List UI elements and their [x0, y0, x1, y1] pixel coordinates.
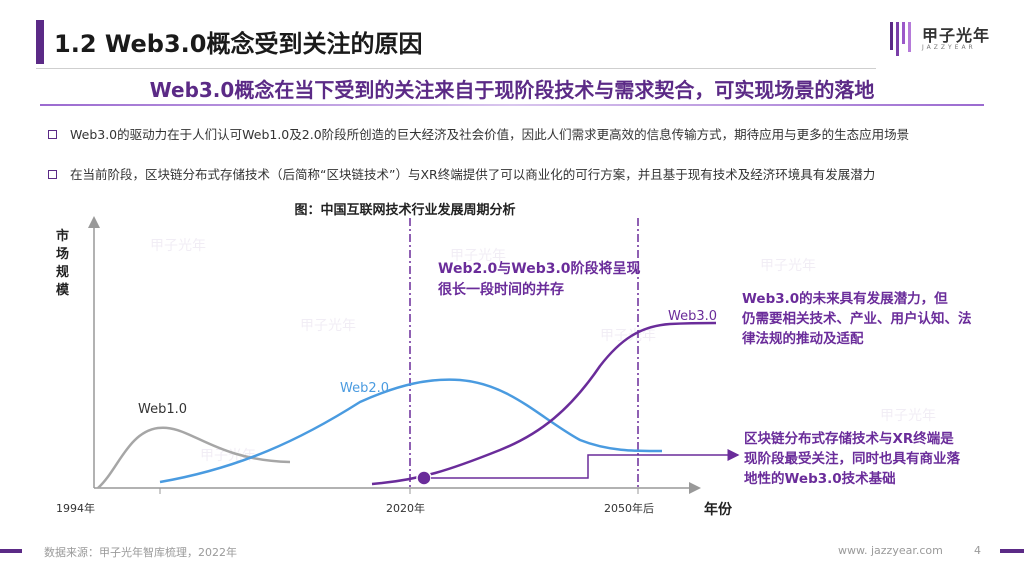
svg-text:甲子光年: 甲子光年: [880, 408, 936, 424]
series-line-web1: [97, 426, 291, 489]
y-axis-label: 市场规模: [56, 228, 70, 298]
annotation-future-potential: Web3.0的未来具有发展潜力，但仍需要相关技术、产业、用户认知、法律法规的推动…: [741, 290, 972, 347]
svg-text:甲子光年: 甲子光年: [150, 238, 206, 254]
subtitle-underline: [40, 104, 984, 106]
x-tick-label: 1994年: [56, 501, 95, 515]
svg-text:甲子光年: 甲子光年: [760, 258, 816, 274]
page-title: 1.2 Web3.0概念受到关注的原因: [54, 30, 423, 58]
brand-logo: 甲子光年 JAZZYEAR: [890, 18, 1000, 58]
svg-text:甲子光年: 甲子光年: [300, 318, 356, 334]
svg-text:甲子光年: 甲子光年: [450, 248, 506, 264]
annotation-coexistence: Web2.0与Web3.0阶段将呈现很长一段时间的并存: [438, 260, 641, 298]
watermark-group: 甲子光年 甲子光年 甲子光年 甲子光年 甲子光年 甲子光年 甲子光年: [150, 238, 936, 464]
bullet-text: 在当前阶段，区块链分布式存储技术（后简称“区块链技术”）与XR终端提供了可以商业…: [70, 167, 876, 182]
page-number: 4: [974, 544, 981, 557]
title-divider: [36, 68, 876, 69]
series-line-web2: [159, 378, 663, 484]
logo-subtext: JAZZYEAR: [922, 44, 976, 51]
x-tick-label: 2050年后: [604, 501, 654, 515]
chart-title: 图：中国互联网技术行业发展周期分析: [294, 203, 516, 218]
slide-subtitle: Web3.0概念在当下受到的关注来自于现阶段技术与需求契合，可实现场景的落地: [149, 78, 875, 102]
title-accent-bar: [36, 20, 44, 64]
series-label-web2: Web2.0: [340, 381, 389, 396]
footer-right-accent: [1000, 549, 1024, 553]
x-axis-label: 年份: [704, 501, 733, 518]
bullet-square-icon: [48, 170, 57, 179]
logo-bars-icon: [890, 22, 911, 56]
logo-text: 甲子光年: [922, 26, 991, 45]
series-label-web1: Web1.0: [138, 402, 187, 417]
footer-left-accent: [0, 549, 22, 553]
annotation-connector: [431, 449, 740, 479]
bullet-square-icon: [48, 130, 57, 139]
series-label-web3: Web3.0: [668, 309, 717, 324]
current-point-marker: [416, 470, 432, 486]
series-line-web3: [371, 321, 717, 486]
data-source: 数据来源：甲子光年智库梳理，2022年: [44, 546, 237, 559]
annotation-tech-foundation: 区块链分布式存储技术与XR终端是现阶段最受关注，同时也具有商业落地性的Web3.…: [744, 430, 960, 487]
footer-website: www. jazzyear.com: [838, 544, 943, 557]
svg-text:甲子光年: 甲子光年: [600, 328, 656, 344]
x-tick-label: 2020年: [386, 501, 425, 515]
bullet-text: Web3.0的驱动力在于人们认可Web1.0及2.0阶段所创造的巨大经济及社会价…: [70, 127, 910, 142]
